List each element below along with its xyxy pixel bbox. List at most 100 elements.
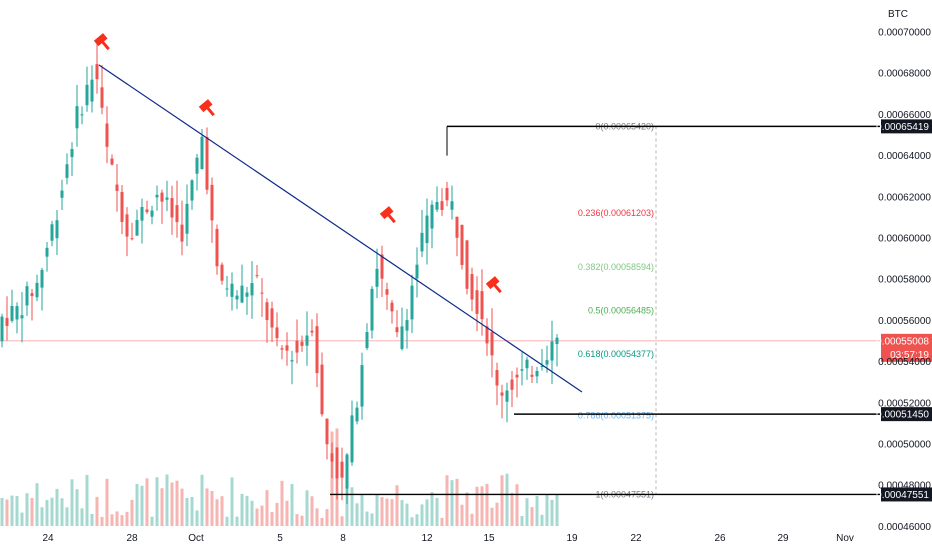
candle-body: [225, 288, 229, 290]
volume-bar: [155, 477, 159, 526]
candle-body: [340, 461, 344, 478]
candle-body: [25, 286, 29, 306]
price-axis[interactable]: 0.00070000 0.00068000 0.00066000 0.00064000…: [878, 28, 931, 533]
volume-bar: [295, 514, 299, 526]
volume-bar: [480, 486, 484, 526]
time-tick-label: 24: [42, 533, 54, 544]
volume-bar: [215, 499, 219, 526]
candle-body: [20, 315, 24, 319]
time-axis[interactable]: 24 28 Oct 5 8 12 15 19 22 26 29 Nov: [42, 533, 853, 544]
volume-bar: [10, 495, 14, 526]
candle-body: [100, 87, 104, 108]
candle-body: [245, 292, 249, 297]
candle-body: [380, 254, 384, 279]
volume-bar: [475, 486, 479, 526]
volume-bar: [15, 496, 19, 526]
volume-bar: [530, 507, 534, 526]
volume-bar: [130, 499, 134, 526]
hammer-icon: [198, 99, 215, 117]
time-tick-label: 22: [630, 533, 642, 544]
candle-body: [10, 305, 14, 321]
volume-bar: [435, 497, 439, 526]
volume-bar: [485, 483, 489, 526]
candle-body: [385, 289, 389, 295]
volume-bar: [365, 511, 369, 526]
time-tick-label: 28: [126, 533, 138, 544]
candle-body: [435, 202, 439, 210]
volume-bar: [200, 474, 204, 526]
price-axis-level-text: 0.00051450: [876, 410, 929, 421]
volume-bar: [20, 512, 24, 526]
volume-bar: [70, 479, 74, 526]
fibonacci-retracement[interactable]: 0(0.00065420)0.236(0.00061203)0.382(0.00…: [578, 121, 657, 499]
volume-bar: [545, 495, 549, 526]
volume-bar: [340, 516, 344, 526]
currency-label: BTC: [888, 9, 908, 20]
candle-body: [95, 64, 99, 80]
volume-bar: [415, 514, 419, 526]
fib-level-label: 0.618(0.00054377): [578, 349, 654, 359]
candle-body: [285, 345, 289, 351]
volume-bar: [555, 494, 559, 526]
price-tick-label: 0.00050000: [878, 440, 931, 451]
candle-body: [195, 157, 199, 174]
candle-body: [125, 214, 129, 237]
candle-body: [215, 228, 219, 267]
candle-body: [30, 293, 34, 297]
volume-bar: [5, 499, 9, 526]
volume-bar: [460, 504, 464, 526]
candle-body: [295, 340, 299, 353]
candle-body: [150, 210, 154, 217]
price-tick-label: 0.00062000: [878, 192, 931, 203]
current-price-label: [881, 333, 932, 362]
candle-body: [205, 137, 209, 190]
volume-bar: [115, 511, 119, 526]
candle-body: [430, 204, 434, 229]
volume-bar: [455, 478, 459, 526]
candle-body: [85, 84, 89, 106]
candle-body: [320, 364, 324, 415]
candle-body: [165, 197, 169, 200]
candle-body: [115, 184, 119, 191]
candle-body: [350, 415, 354, 463]
candle-body: [70, 148, 74, 158]
trendline[interactable]: [98, 64, 583, 393]
volume-bar: [315, 508, 319, 526]
volume-bar: [55, 488, 59, 526]
volume-bar: [180, 488, 184, 526]
candle-body: [210, 184, 214, 221]
price-tick-label: 0.00070000: [878, 28, 931, 39]
volume-bar: [220, 496, 224, 526]
fib-level-label: 0.786(0.00051375): [578, 411, 654, 421]
candle-body: [345, 454, 349, 489]
candle-body: [0, 316, 4, 342]
candle-body: [130, 238, 134, 240]
volume-bar: [270, 512, 274, 526]
candle-body: [405, 320, 409, 331]
candle-body: [230, 283, 234, 297]
candle-body: [250, 282, 254, 296]
volume-bar: [515, 484, 519, 526]
candle-body: [50, 224, 54, 241]
horizontal-levels[interactable]: 0.00065419 0.00051450 0.00047551 0.00055008…: [330, 119, 932, 502]
candle-body: [220, 264, 224, 281]
volume-bar: [325, 509, 329, 526]
volume-bar: [235, 516, 239, 526]
candle-body: [80, 114, 84, 116]
volume-bar: [380, 497, 384, 526]
time-tick-label: 29: [777, 533, 789, 544]
volume-bar: [390, 499, 394, 526]
candle-body: [265, 302, 269, 321]
candle-body: [60, 190, 64, 198]
candle-body: [390, 302, 394, 312]
volume-bar: [95, 496, 99, 526]
volume-bar: [345, 484, 349, 526]
volume-bar: [300, 515, 304, 526]
volume-bar: [30, 497, 34, 526]
candle-body: [35, 282, 39, 298]
volume-bar: [450, 480, 454, 526]
volume-bar: [90, 513, 94, 526]
volume-bar: [395, 485, 399, 526]
volume-bar: [440, 517, 444, 526]
